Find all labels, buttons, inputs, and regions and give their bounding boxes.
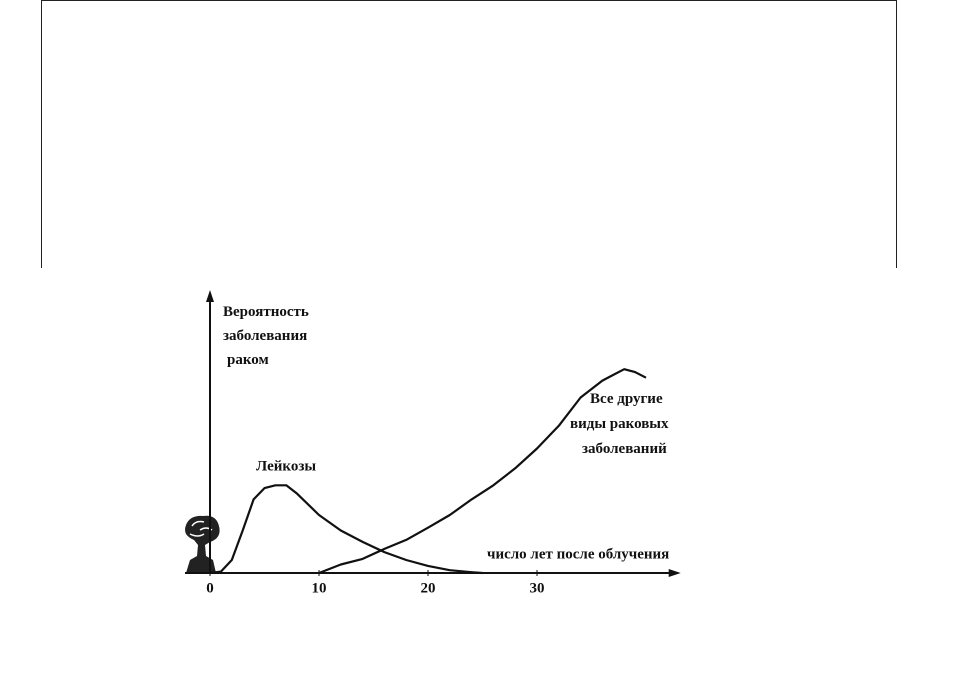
mushroom-cloud-icon bbox=[185, 515, 220, 573]
y-axis-arrow bbox=[206, 290, 214, 302]
y-axis-label: Вероятность заболевания раком bbox=[223, 304, 309, 368]
x-axis-label: число лет после облучения bbox=[487, 546, 669, 562]
series-label: Все другие виды раковых заболеваний bbox=[570, 391, 669, 457]
x-tick-label: 30 bbox=[530, 580, 545, 596]
line bbox=[209, 484, 483, 575]
frame bbox=[41, 0, 897, 268]
x-axis-arrow bbox=[668, 569, 681, 577]
x-tick-label: 10 bbox=[312, 580, 327, 596]
series-label: Лейкозы bbox=[256, 458, 316, 474]
x-tick-label: 0 bbox=[206, 580, 214, 596]
line bbox=[318, 368, 647, 575]
x-tick-label: 20 bbox=[421, 580, 436, 596]
